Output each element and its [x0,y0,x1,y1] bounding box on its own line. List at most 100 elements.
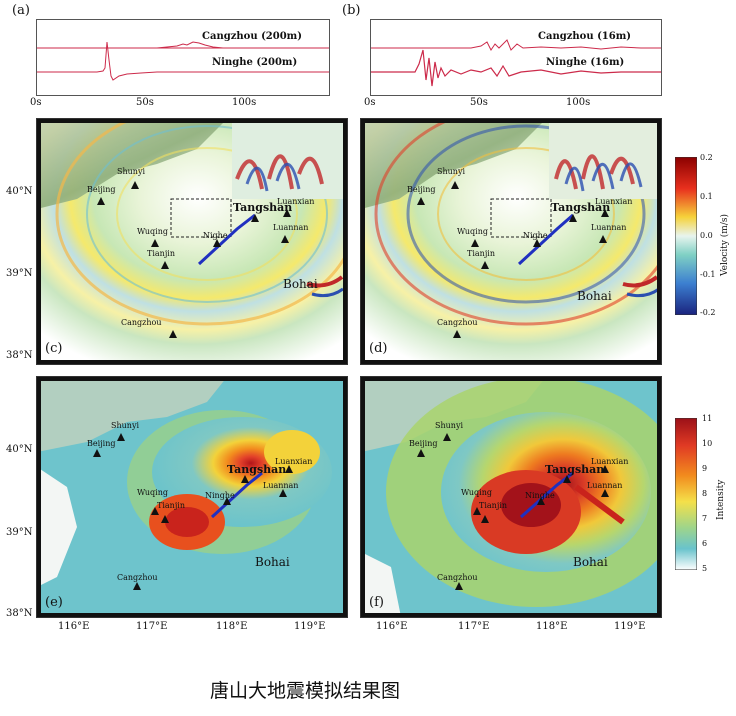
waveform-a-top-label: Cangzhou (200m) [202,31,302,42]
velocity-colorbar [674,156,698,316]
intensity-colorbar-gradient [674,417,698,571]
trace-ninghe-b [371,49,661,87]
map-c-city-luannan: Luannan [273,223,309,232]
lat-tick-38-lower: 38°N [6,608,33,619]
map-panel-f: Shunyi Beijing Wuqing Tianjin Ninghe Tan… [360,376,662,618]
lon-tick-119-left: 119°E [294,621,326,632]
intensity-tick-7: 7 [702,514,708,523]
map-c-city-ninghe: Nighe [203,231,228,240]
map-e-city-ninghe: Ninghe [205,491,235,500]
map-f-bohai: Bohai [573,555,608,569]
intensity-colorbar-label: Intensity [716,479,726,520]
lat-tick-38-upper: 38°N [6,350,33,361]
figure-caption: 唐山大地震模拟结果图 [210,680,401,702]
lon-tick-116-left: 116°E [58,621,90,632]
map-e-city-shunyi: Shunyi [111,421,140,430]
trace-cangzhou-b [371,39,661,51]
wave-b-tick-50: 50s [470,97,488,108]
intensity-tick-11: 11 [702,414,713,423]
trace-cangzhou-a-signal [156,41,237,49]
velocity-map-d [361,119,661,364]
intensity-colorbar [674,417,698,571]
map-d-city-tangshan: Tangshan [551,201,611,214]
map-e-city-tangshan: Tangshan [227,463,287,476]
map-e-city-tianjin: Tianjin [157,501,186,510]
wave-a-tick-100: 100s [232,97,257,108]
map-d-bohai: Bohai [577,289,612,303]
map-e-city-beijing: Beijing [87,439,116,448]
lat-tick-39-upper: 39°N [6,268,33,279]
velocity-tick-3: -0.1 [700,270,716,279]
map-d-city-ninghe: Nighe [523,231,548,240]
intensity-tick-8: 8 [702,489,708,498]
map-e-city-wuqing: Wuqing [137,488,169,497]
map-panel-e: Shunyi Beijing Wuqing Tianjin Ninghe Tan… [36,376,348,618]
map-c-city-tianjin: Tianjin [147,249,176,258]
lat-tick-40-lower: 40°N [6,444,33,455]
map-f-city-cangzhou: Cangzhou [437,573,478,582]
panel-b-label: (b) [342,3,361,18]
map-d-city-cangzhou: Cangzhou [437,318,478,327]
lon-tick-118-right: 118°E [536,621,568,632]
wave-a-tick-0: 0s [30,97,42,108]
waveform-a-bottom-label: Ninghe (200m) [212,57,298,68]
velocity-tick-0: 0.2 [700,153,713,162]
waveform-b-bottom-label: Ninghe (16m) [546,57,625,68]
map-f-city-tianjin: Tianjin [479,501,508,510]
velocity-colorbar-gradient [674,156,698,316]
wave-a-tick-50: 50s [136,97,154,108]
map-e-city-luannan: Luannan [263,481,299,490]
panel-c-label: (c) [45,341,63,356]
lon-tick-117-left: 117°E [136,621,168,632]
panel-e-label: (e) [45,595,63,610]
velocity-map-c [37,119,347,364]
panel-d-label: (d) [369,341,388,356]
map-c-city-shunyi: Shunyi [117,167,146,176]
wave-b-tick-0: 0s [364,97,376,108]
map-d-city-wuqing: Wuqing [457,227,489,236]
map-f-city-shunyi: Shunyi [435,421,464,430]
lat-tick-40-upper: 40°N [6,186,33,197]
wave-b-tick-100: 100s [566,97,591,108]
lon-tick-117-right: 117°E [458,621,490,632]
map-f-city-tangshan: Tangshan [545,463,605,476]
map-f-city-beijing: Beijing [409,439,438,448]
waveform-b-top-label: Cangzhou (16m) [538,31,632,42]
map-f-city-ninghe: Ninghe [525,491,555,500]
map-c-city-beijing: Beijing [87,185,116,194]
waveform-b-svg [371,39,661,87]
intensity-tick-9: 9 [702,464,708,473]
map-c-bohai: Bohai [283,277,318,291]
map-e-city-cangzhou: Cangzhou [117,573,158,582]
map-f-city-luannan: Luannan [587,481,623,490]
waveform-panel-a [36,19,330,96]
map-d-city-shunyi: Shunyi [437,167,466,176]
panel-a-label: (a) [12,3,30,18]
lon-tick-116-right: 116°E [376,621,408,632]
map-panel-d: Shunyi Beijing Wuqing Tianjin Nighe Tang… [360,118,662,365]
intensity-map-f [361,377,661,617]
lat-tick-39-lower: 39°N [6,527,33,538]
waveform-a-svg [37,41,329,81]
map-c-city-cangzhou: Cangzhou [121,318,162,327]
map-e-city-luanxian: Luanxian [275,457,313,466]
velocity-tick-1: 0.1 [700,192,713,201]
trace-ninghe-a [37,41,329,81]
map-d-city-luanxian: Luanxian [595,197,633,206]
map-d-city-luannan: Luannan [591,223,627,232]
intensity-tick-10: 10 [702,439,713,448]
map-panel-c: Shunyi Beijing Wuqing Tianjin Nighe Tang… [36,118,348,365]
intensity-tick-5: 5 [702,564,708,573]
map-c-city-wuqing: Wuqing [137,227,169,236]
intensity-tick-6: 6 [702,539,708,548]
lon-tick-119-right: 119°E [614,621,646,632]
map-d-city-tianjin: Tianjin [467,249,496,258]
velocity-colorbar-label: Velocity (m/s) [720,214,730,276]
map-f-city-wuqing: Wuqing [461,488,493,497]
lon-tick-118-left: 118°E [216,621,248,632]
map-e-bohai: Bohai [255,555,290,569]
intensity-map-e [37,377,347,617]
panel-f-label: (f) [369,595,384,610]
map-c-city-luanxian: Luanxian [277,197,315,206]
waveform-panel-b [370,19,662,96]
